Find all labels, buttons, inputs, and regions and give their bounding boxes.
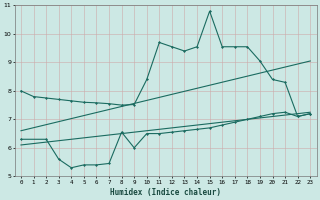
X-axis label: Humidex (Indice chaleur): Humidex (Indice chaleur) (110, 188, 221, 197)
